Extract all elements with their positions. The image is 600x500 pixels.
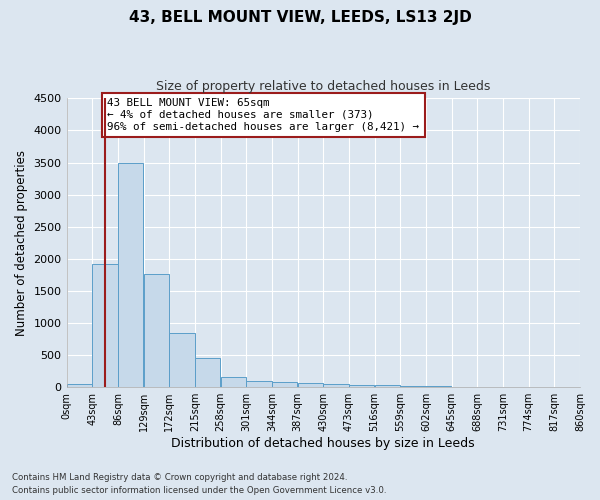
- Bar: [272, 382, 298, 387]
- Bar: [195, 358, 220, 387]
- Text: 43 BELL MOUNT VIEW: 65sqm
← 4% of detached houses are smaller (373)
96% of semi-: 43 BELL MOUNT VIEW: 65sqm ← 4% of detach…: [107, 98, 419, 132]
- Bar: [478, 386, 503, 387]
- Bar: [323, 384, 349, 387]
- Bar: [221, 377, 246, 387]
- Bar: [400, 386, 426, 387]
- Y-axis label: Number of detached properties: Number of detached properties: [15, 150, 28, 336]
- Bar: [169, 334, 195, 387]
- Bar: [118, 163, 143, 387]
- Bar: [298, 383, 323, 387]
- Bar: [92, 264, 118, 387]
- Bar: [452, 386, 477, 387]
- Bar: [247, 381, 272, 387]
- Bar: [67, 384, 92, 387]
- Bar: [375, 386, 400, 387]
- Title: Size of property relative to detached houses in Leeds: Size of property relative to detached ho…: [156, 80, 490, 93]
- Text: Contains HM Land Registry data © Crown copyright and database right 2024.
Contai: Contains HM Land Registry data © Crown c…: [12, 474, 386, 495]
- Bar: [349, 384, 374, 387]
- Bar: [144, 274, 169, 387]
- Text: 43, BELL MOUNT VIEW, LEEDS, LS13 2JD: 43, BELL MOUNT VIEW, LEEDS, LS13 2JD: [128, 10, 472, 25]
- X-axis label: Distribution of detached houses by size in Leeds: Distribution of detached houses by size …: [172, 437, 475, 450]
- Bar: [426, 386, 451, 387]
